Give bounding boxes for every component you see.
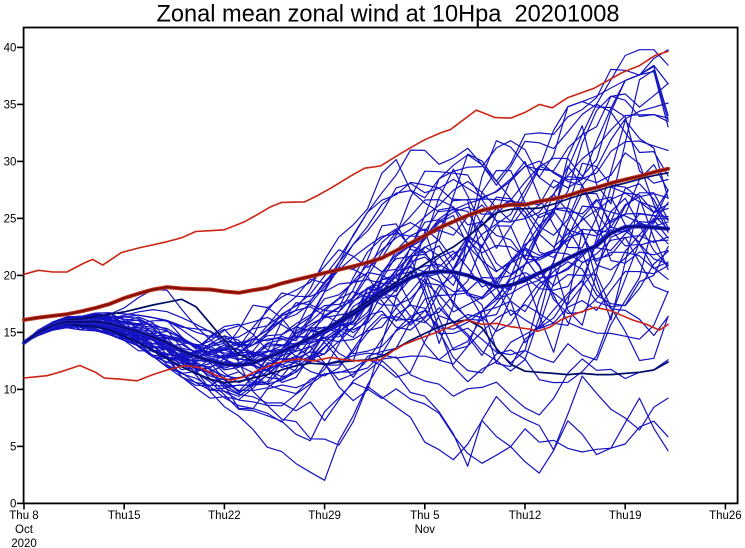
svg-text:Nov: Nov bbox=[415, 524, 436, 536]
svg-text:0: 0 bbox=[10, 498, 16, 510]
svg-text:10: 10 bbox=[4, 384, 17, 396]
svg-text:Thu 5: Thu 5 bbox=[410, 510, 439, 522]
svg-text:Thu19: Thu19 bbox=[609, 510, 642, 522]
svg-text:5: 5 bbox=[10, 441, 16, 453]
svg-text:35: 35 bbox=[4, 99, 17, 111]
svg-text:Thu22: Thu22 bbox=[208, 510, 241, 522]
svg-text:Zonal mean zonal wind at 10Hpa: Zonal mean zonal wind at 10Hpa 20201008 bbox=[156, 2, 619, 28]
svg-text:Thu 8: Thu 8 bbox=[9, 510, 38, 522]
svg-text:25: 25 bbox=[4, 213, 17, 225]
svg-text:Thu12: Thu12 bbox=[509, 510, 542, 522]
svg-text:Oct: Oct bbox=[15, 524, 34, 536]
svg-text:20: 20 bbox=[4, 270, 17, 282]
svg-text:2020: 2020 bbox=[11, 538, 37, 548]
svg-text:Thu26: Thu26 bbox=[709, 510, 742, 522]
svg-text:30: 30 bbox=[4, 156, 17, 168]
svg-text:15: 15 bbox=[4, 327, 17, 339]
svg-text:40: 40 bbox=[4, 42, 17, 54]
svg-text:Thu29: Thu29 bbox=[308, 510, 341, 522]
svg-text:Thu15: Thu15 bbox=[108, 510, 141, 522]
